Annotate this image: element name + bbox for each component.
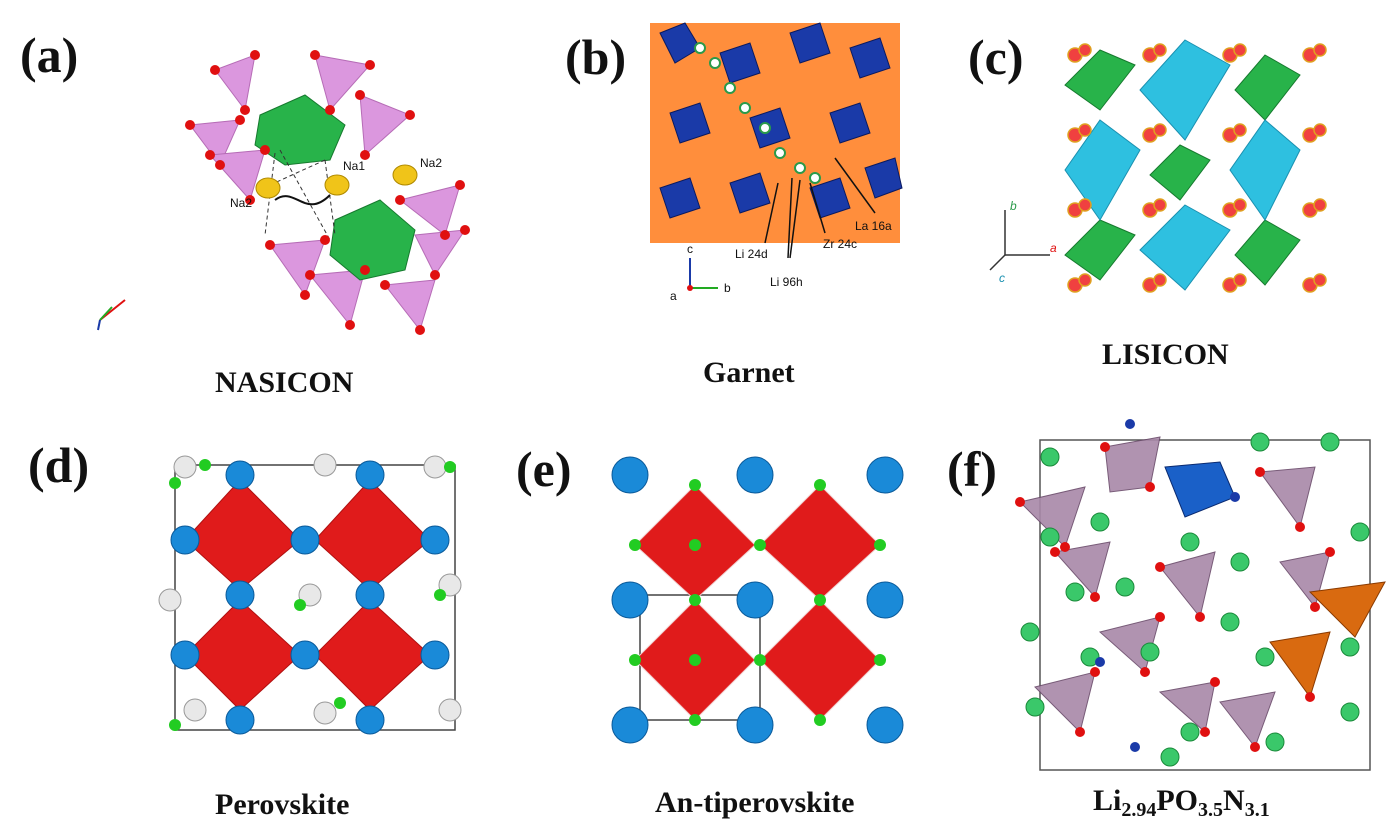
lipon-blue-tetrahedron — [1164, 461, 1236, 518]
lisicon-structure: b a c — [989, 39, 1327, 293]
po4-tetrahedron — [414, 229, 467, 276]
caption-li: Li — [1093, 784, 1122, 817]
lipon-orange-tetrahedron — [1308, 581, 1386, 638]
label-na2-left: Na2 — [230, 196, 252, 210]
garnet-axis-c: c — [687, 242, 693, 256]
perovskite-white-atoms — [158, 453, 462, 725]
lisicon-red-atoms — [1067, 43, 1327, 293]
antiperovskite-green-atoms — [629, 479, 886, 726]
label-li96h: Li 96h — [770, 275, 803, 289]
garnet-axis-a: a — [670, 289, 677, 303]
po4-tetrahedron — [309, 269, 366, 327]
po4-tetrahedron — [189, 119, 241, 166]
lipon-orange-tetrahedron-2 — [1269, 631, 1331, 699]
garnet-arrows — [764, 157, 876, 259]
po4-tetrahedron — [359, 94, 411, 157]
caption-lipon: Li2.94PO3.5N3.1 — [1093, 784, 1270, 821]
perovskite-blue-atoms — [170, 460, 450, 735]
lisicon-axis-b: b — [1010, 199, 1017, 213]
octahedra-group — [254, 94, 416, 281]
perovskite-octahedra — [184, 479, 431, 711]
po4-tetrahedron — [269, 239, 326, 297]
po4-tetrahedron — [384, 279, 436, 332]
caption-perovskite: Perovskite — [215, 788, 350, 821]
zro6-octahedron — [254, 94, 346, 166]
lisicon-axes — [989, 210, 1050, 271]
panel-letter-a: (a) — [20, 27, 79, 83]
po4-tetrahedron — [214, 54, 256, 112]
lipon-structure — [1015, 419, 1386, 771]
caption-garnet: Garnet — [703, 356, 795, 389]
label-li24d: Li 24d — [735, 247, 768, 261]
panel-letter-b: (b) — [565, 29, 627, 85]
label-na1: Na1 — [343, 159, 365, 173]
antiperovskite-structure — [611, 456, 904, 744]
lisicon-cyan-octahedra — [1064, 39, 1301, 291]
panel-letter-c: (c) — [968, 29, 1024, 85]
migration-path — [274, 194, 331, 206]
caption-li-sub: 2.94 — [1121, 799, 1157, 821]
caption-nasicon: NASICON — [215, 366, 354, 399]
caption-n-sub: 3.1 — [1244, 799, 1270, 821]
antiperovskite-blue-atoms — [611, 456, 904, 744]
po4-tetrahedron — [314, 54, 371, 112]
nasicon-structure: Na1 Na2 Na2 — [97, 50, 470, 335]
panel-letter-e: (e) — [516, 441, 572, 497]
caption-n: N — [1223, 784, 1245, 817]
lisicon-green-octahedra — [1064, 49, 1301, 286]
caption-antiperovskite: An-tiperovskite — [655, 786, 855, 819]
panel-letter-f: (f) — [947, 441, 997, 497]
garnet-li-path — [694, 42, 821, 184]
panel-letter-d: (d) — [28, 437, 90, 493]
lisicon-axis-c: c — [999, 271, 1005, 285]
tetrahedra-group — [189, 54, 467, 332]
caption-lisicon: LISICON — [1102, 338, 1229, 371]
perovskite-green-atoms — [169, 459, 456, 731]
caption-po: PO — [1156, 784, 1199, 817]
garnet-axis-b: b — [724, 281, 731, 295]
zro6-octahedron — [329, 199, 416, 281]
connection-lines — [264, 149, 336, 241]
garnet-structure: Li 24d Li 96h Zr 24c La 16a c a b — [650, 22, 903, 303]
caption-o-sub: 3.5 — [1198, 799, 1224, 821]
lisicon-axis-a: a — [1050, 241, 1057, 255]
oxygen-atoms — [185, 50, 470, 335]
axis-triad — [97, 299, 126, 331]
po4-tetrahedron — [398, 184, 461, 236]
lipon-green-atoms — [1020, 432, 1370, 767]
lipon-blue-atoms — [1095, 419, 1240, 752]
perovskite-structure — [158, 453, 462, 735]
label-zr24c: Zr 24c — [823, 237, 857, 251]
label-na2-right: Na2 — [420, 156, 442, 170]
sodium-atoms — [255, 164, 418, 199]
lipon-tetrahedra — [1019, 436, 1331, 749]
lipon-red-atoms — [1015, 442, 1335, 752]
garnet-axes — [687, 258, 718, 291]
label-la16a: La 16a — [855, 219, 892, 233]
